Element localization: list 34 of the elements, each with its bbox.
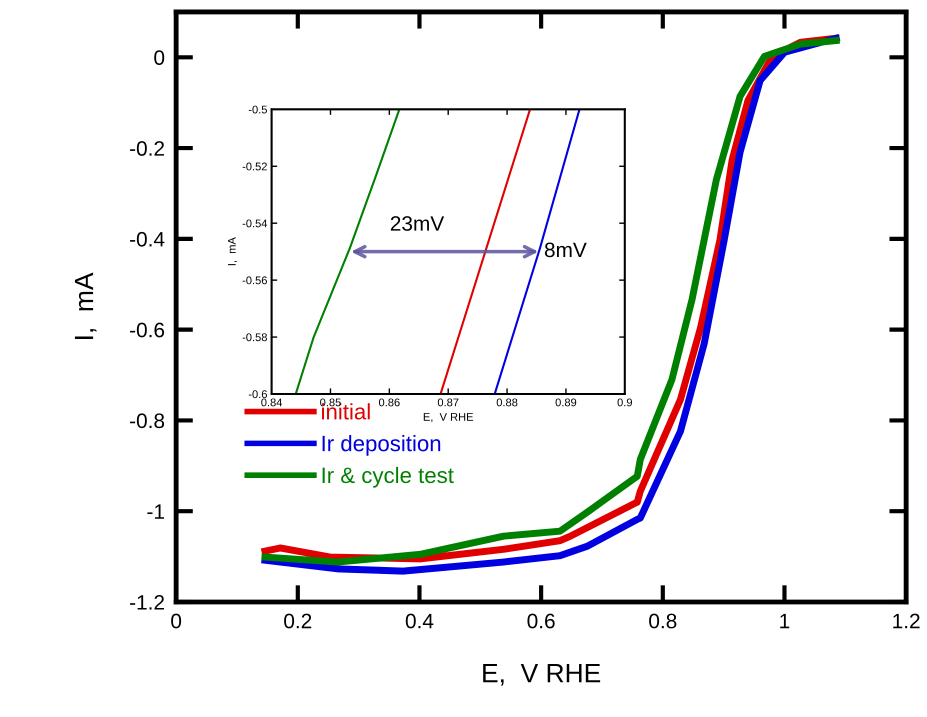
x-tick-label: 0.88: [496, 398, 518, 406]
y-tick-label: -0.54: [242, 219, 268, 228]
y-tick-label: -1.2: [130, 594, 164, 610]
y-tick-label: -1: [147, 504, 164, 519]
x-tick-label: 0.89: [556, 398, 576, 406]
x-tick-label: 0.86: [378, 398, 400, 406]
annotation: 8mV: [544, 242, 587, 258]
y-tick-label: -0.4: [130, 232, 164, 247]
y-tick-label: -0.56: [242, 276, 267, 284]
x-axis-title: E, V RHE: [483, 664, 600, 686]
x-tick-label: 0: [171, 614, 182, 628]
legend-label: Ir deposition: [322, 435, 440, 456]
x-tick-label: 0.2: [284, 614, 312, 628]
annotation: 23mV: [390, 216, 444, 231]
legend-label: Ir & cycle test: [322, 466, 454, 488]
x-tick-label: 0.4: [406, 614, 434, 628]
x-tick-label: 1.2: [893, 614, 920, 628]
y-tick-label: -0.6: [130, 322, 164, 338]
x-tick-label: 0.84: [261, 398, 282, 406]
y-axis-title: I, mA: [228, 237, 238, 266]
x-tick-label: 0.6: [527, 614, 555, 628]
y-tick-label: -0.8: [130, 413, 164, 428]
x-axis-title: E, V RHE: [424, 413, 474, 422]
x-tick-label: 1: [780, 614, 790, 628]
x-tick-label: 0.87: [438, 398, 458, 406]
y-tick-label: 0: [154, 50, 164, 66]
x-tick-label: 0.9: [618, 398, 632, 406]
y-axis-title: I, mA: [74, 272, 96, 339]
y-tick-label: -0.5: [248, 106, 267, 114]
y-tick-label: -0.2: [130, 141, 164, 156]
y-tick-label: -0.58: [242, 333, 267, 342]
y-tick-label: -0.52: [242, 162, 267, 170]
y-tick-label: -0.6: [248, 390, 267, 398]
x-tick-label: 0.8: [649, 614, 676, 628]
